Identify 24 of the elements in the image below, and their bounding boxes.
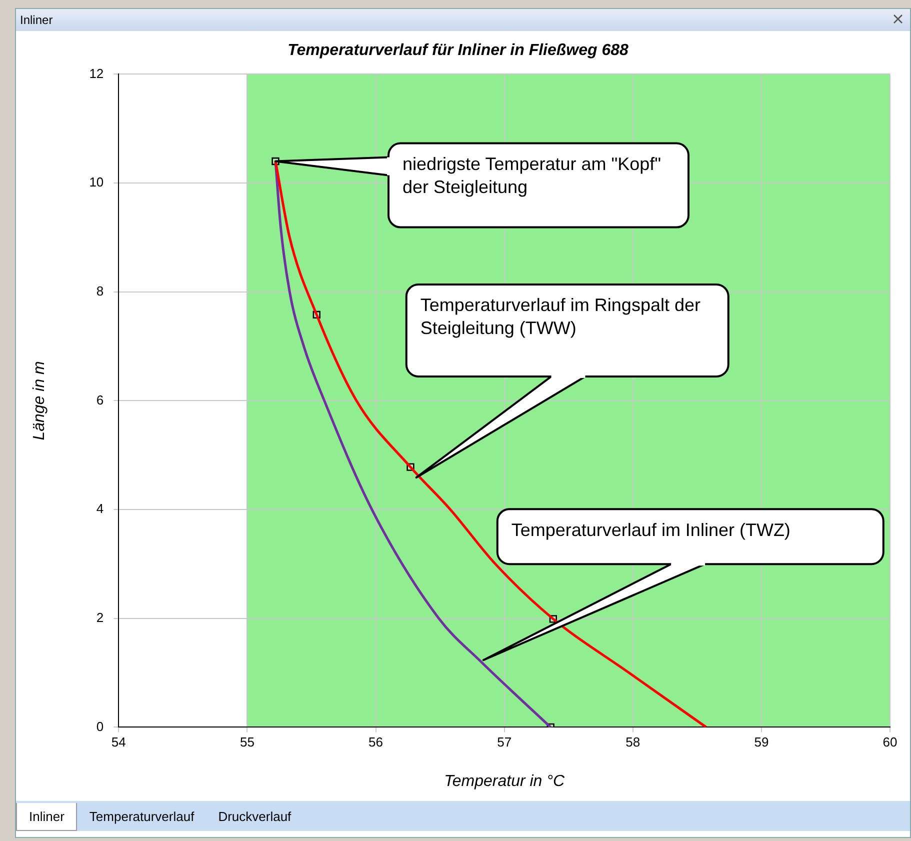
y-tick-label: 4 (96, 501, 104, 516)
annotation: Temperaturverlauf im Inliner (TWZ) (510, 519, 792, 542)
y-axis-title: Länge in m (31, 361, 48, 440)
y-tick-label: 10 (89, 174, 104, 190)
y-tick-label: 12 (89, 66, 104, 81)
text: Inliner (16, 803, 78, 831)
x-tick-label: 59 (754, 734, 769, 750)
text: Druckverlauf (217, 808, 292, 826)
text: Temperaturverlauf (88, 808, 196, 826)
x-tick-label: 55 (240, 734, 254, 750)
x-tick-label: 57 (497, 734, 512, 750)
y-tick-label: 2 (96, 610, 104, 625)
y-tick-label: 6 (96, 392, 104, 408)
annotation: niedrigste Temperatur am "Kopf" der Steigleitung (401, 153, 662, 200)
x-tick-label: 60 (882, 734, 898, 750)
y-tick-label: 8 (96, 283, 104, 298)
y-tick-label: 0 (96, 718, 104, 734)
x-tick-label: 58 (626, 734, 640, 750)
chart-title: Temperaturverlauf für Inliner in Fließweg 688 (288, 42, 629, 60)
x-tick-label: 56 (368, 734, 384, 750)
annotation: Temperaturverlauf im Ringspalt der Steigleitung (TWW) (419, 294, 702, 340)
x-axis-title: Temperatur in °C (444, 772, 566, 790)
x-tick-label: 54 (111, 734, 126, 750)
text: Inliner (20, 13, 53, 27)
